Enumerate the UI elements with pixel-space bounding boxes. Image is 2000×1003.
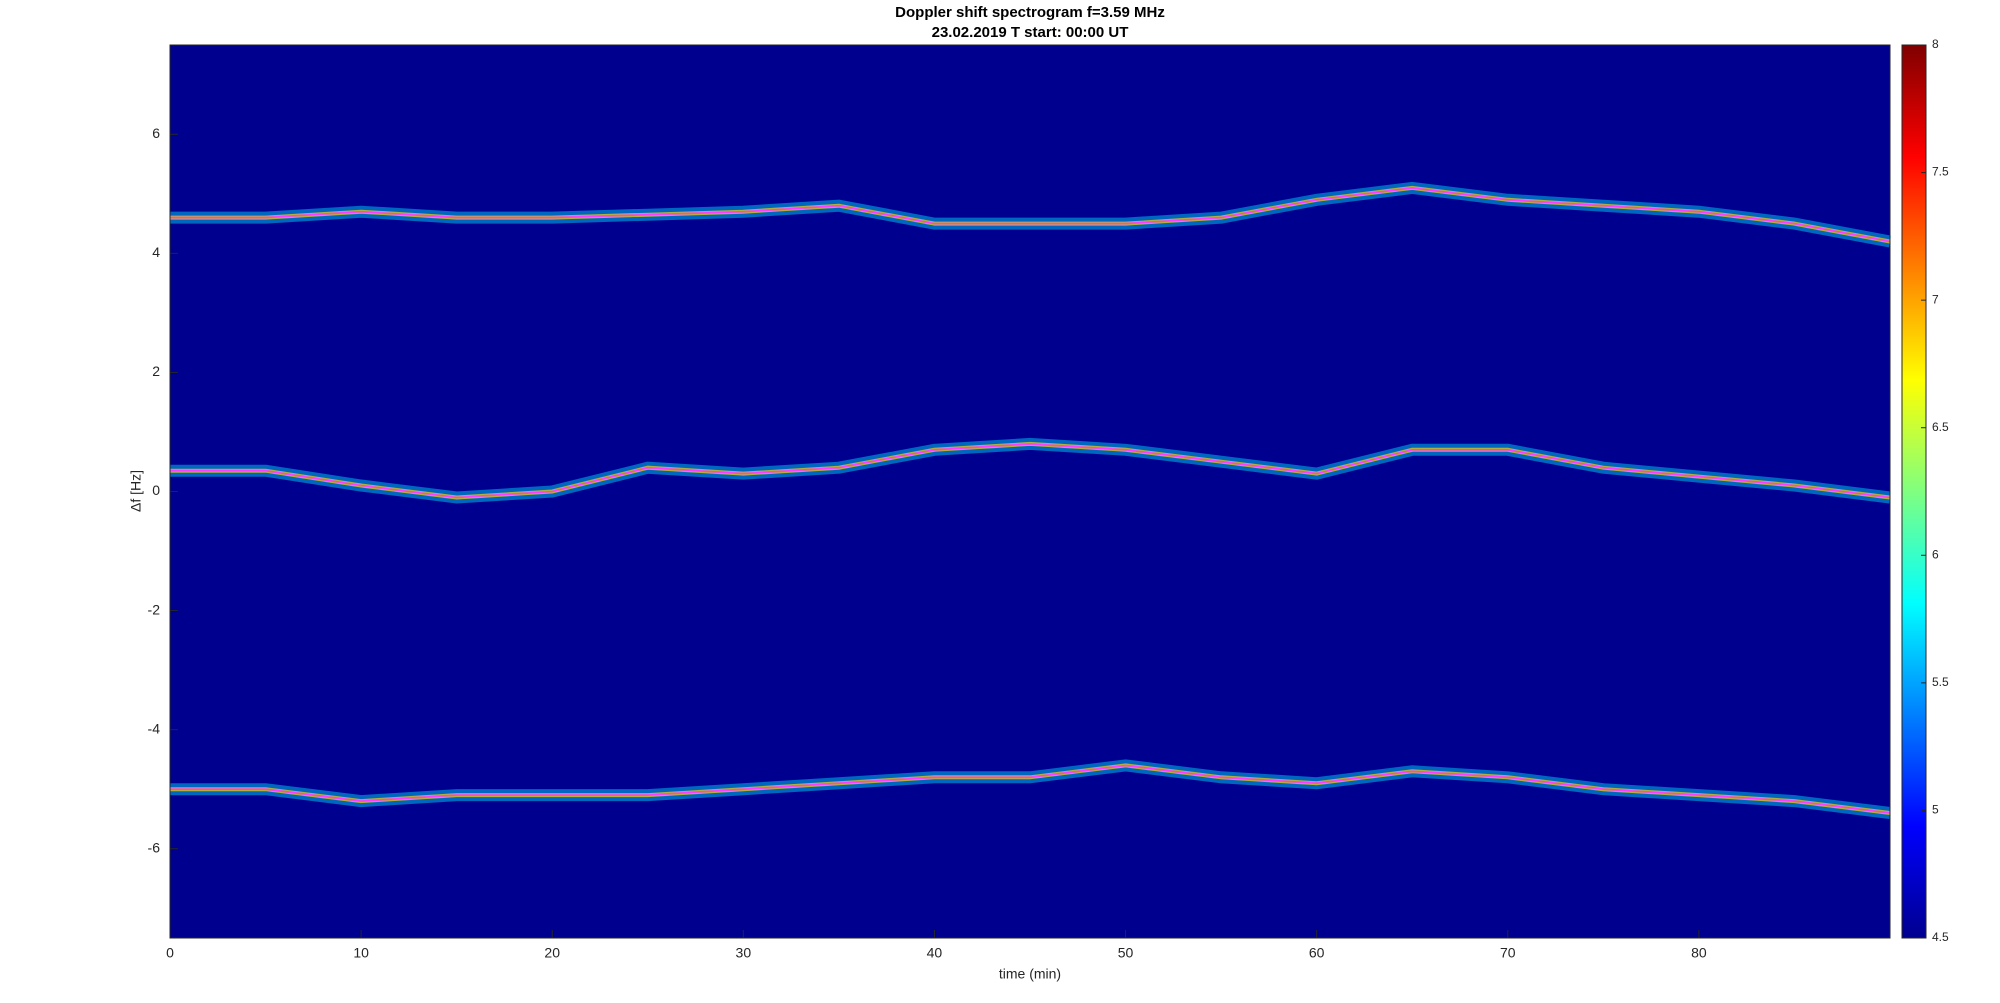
x-tick-label: 50 bbox=[1118, 945, 1134, 961]
y-tick-label: -6 bbox=[148, 839, 161, 855]
colorbar-tick-label: 5 bbox=[1932, 803, 1939, 817]
chart-title: Doppler shift spectrogram f=3.59 MHz bbox=[895, 4, 1165, 21]
trace-line bbox=[170, 187, 1891, 243]
trace-line bbox=[170, 764, 1891, 814]
x-tick-label: 0 bbox=[166, 945, 174, 961]
x-tick-label: 30 bbox=[736, 945, 752, 961]
colorbar bbox=[1901, 44, 1927, 939]
x-tick-label: 10 bbox=[353, 945, 369, 961]
colorbar-tick-label: 7 bbox=[1932, 292, 1939, 306]
y-tick-label: -2 bbox=[148, 601, 161, 617]
colorbar-tick-label: 5.5 bbox=[1932, 675, 1949, 689]
x-axis-label: time (min) bbox=[999, 966, 1061, 982]
y-tick-label: 0 bbox=[152, 482, 160, 498]
x-tick-label: 80 bbox=[1691, 945, 1707, 961]
colorbar-tick-label: 4.5 bbox=[1932, 930, 1949, 944]
trace-line bbox=[170, 443, 1891, 499]
colorbar-tick-label: 6 bbox=[1932, 547, 1939, 561]
colorbar-tick-label: 7.5 bbox=[1932, 165, 1949, 179]
x-tick-label: 20 bbox=[544, 945, 560, 961]
x-tick-label: 60 bbox=[1309, 945, 1325, 961]
y-tick-label: -4 bbox=[148, 720, 161, 736]
x-tick-label: 40 bbox=[927, 945, 943, 961]
y-tick-label: 4 bbox=[152, 244, 160, 260]
colorbar-tick-label: 8 bbox=[1932, 37, 1939, 51]
y-tick-label: 6 bbox=[152, 125, 160, 141]
colorbar-tick-label: 6.5 bbox=[1932, 420, 1949, 434]
chart-subtitle: 23.02.2019 T start: 00:00 UT bbox=[932, 24, 1129, 41]
y-axis-label: Δf [Hz] bbox=[128, 470, 144, 512]
y-tick-label: 2 bbox=[152, 363, 160, 379]
x-tick-label: 70 bbox=[1500, 945, 1516, 961]
